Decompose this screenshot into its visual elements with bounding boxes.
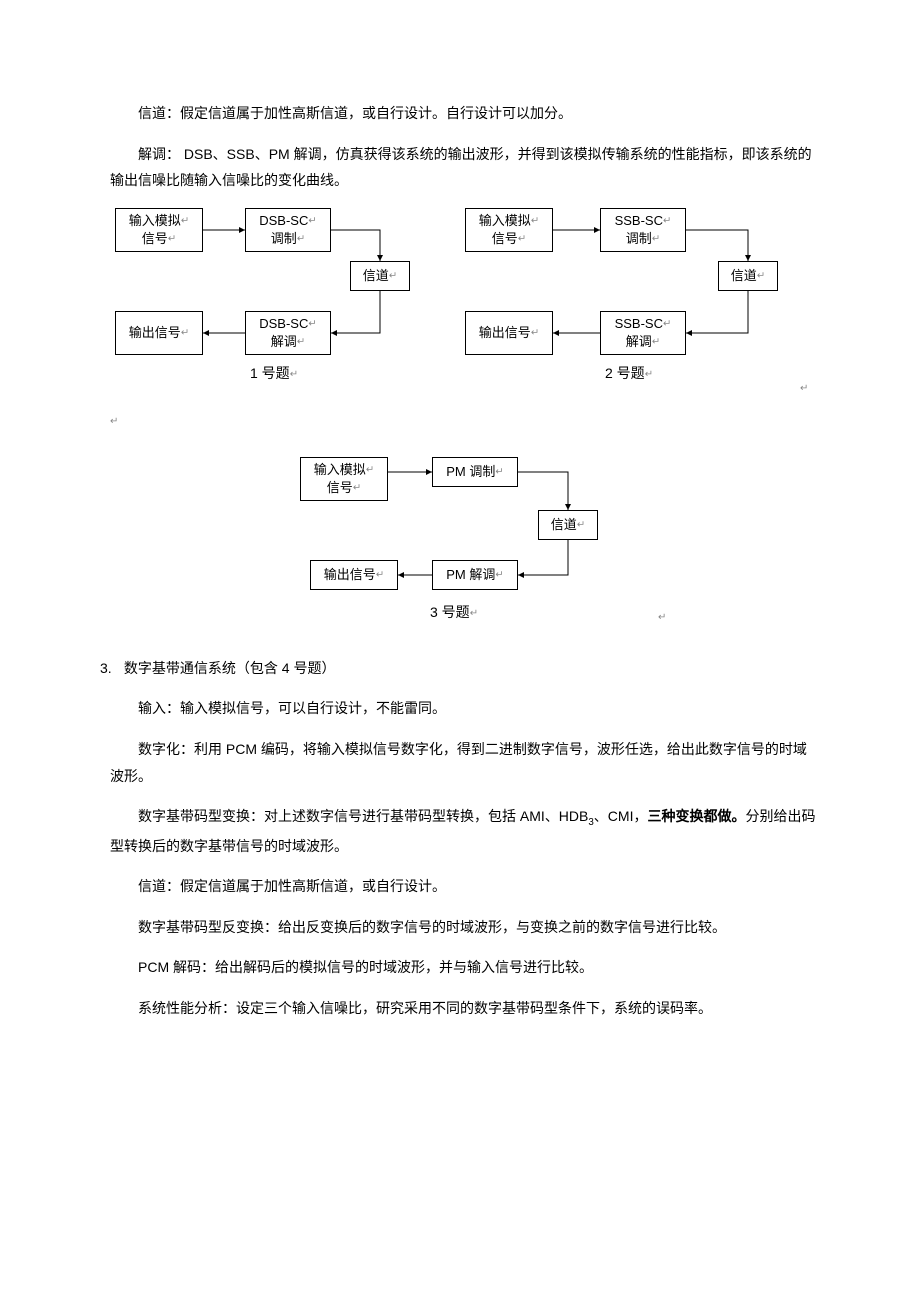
box-chan: 信道↵: [538, 510, 598, 540]
box-in: 输入模拟↵信号↵: [300, 457, 388, 501]
box-dem: DSB-SC↵解调↵: [245, 311, 331, 355]
ret-row3: ↵: [658, 612, 666, 623]
s3-p7: 系统性能分析：设定三个输入信噪比，研究采用不同的数字基带码型条件下，系统的误码率…: [110, 995, 820, 1022]
box-chan: 信道↵: [350, 261, 410, 291]
box-dem: SSB-SC↵解调↵: [600, 311, 686, 355]
ret-blank: ↵: [110, 416, 820, 427]
para-channel: 信道：假定信道属于加性高斯信道，或自行设计。自行设计可以加分。: [110, 100, 820, 127]
diagram-row-3: 3 号题↵ ↵ 输入模拟↵信号↵ PM 调制↵ 信道↵ PM 解调↵ 输出信号↵: [110, 427, 810, 647]
s3-p3: 数字基带码型变换：对上述数字信号进行基带码型转换，包括 AMI、HDB3、CMI…: [110, 803, 820, 859]
section3-head: 3. 数字基带通信系统（包含 4 号题）: [100, 655, 820, 682]
box-out: 输出信号↵: [115, 311, 203, 355]
s3-p6: PCM 解码：给出解码后的模拟信号的时域波形，并与输入信号进行比较。: [110, 954, 820, 981]
box-mod: SSB-SC↵调制↵: [600, 208, 686, 252]
box-dem: PM 解调↵: [432, 560, 518, 590]
box-out: 输出信号↵: [310, 560, 398, 590]
s3-p1: 输入：输入模拟信号，可以自行设计，不能雷同。: [110, 695, 820, 722]
box-in: 输入模拟↵信号↵: [465, 208, 553, 252]
box-out: 输出信号↵: [465, 311, 553, 355]
section3-title: 数字基带通信系统（包含 4 号题）: [124, 660, 336, 676]
box-mod: DSB-SC↵调制↵: [245, 208, 331, 252]
para-demod: 解调： DSB、SSB、PM 解调，仿真获得该系统的输出波形，并得到该模拟传输系…: [110, 141, 820, 194]
caption-1: 1 号题↵: [250, 363, 298, 383]
box-in: 输入模拟↵信号↵: [115, 208, 203, 252]
box-mod: PM 调制↵: [432, 457, 518, 487]
arrows-1-2: [110, 208, 810, 408]
caption-3: 3 号题↵: [430, 602, 478, 622]
caption-2: 2 号题↵: [605, 363, 653, 383]
s3-p2: 数字化：利用 PCM 编码，将输入模拟信号数字化，得到二进制数字信号，波形任选，…: [110, 736, 820, 789]
ret-row12: ↵: [800, 383, 808, 394]
box-chan: 信道↵: [718, 261, 778, 291]
s3-p5: 数字基带码型反变换：给出反变换后的数字信号的时域波形，与变换之前的数字信号进行比…: [110, 914, 820, 941]
section3-num: 3.: [100, 655, 120, 682]
diagram-row-1-2: 1 号题↵ 2 号题↵ ↵ 输入模拟↵信号↵ DSB-SC↵调制↵ 信道↵ DSB-S…: [110, 208, 810, 408]
page: 信道：假定信道属于加性高斯信道，或自行设计。自行设计可以加分。 解调： DSB、…: [0, 0, 920, 1096]
s3-p4: 信道：假定信道属于加性高斯信道，或自行设计。: [110, 873, 820, 900]
